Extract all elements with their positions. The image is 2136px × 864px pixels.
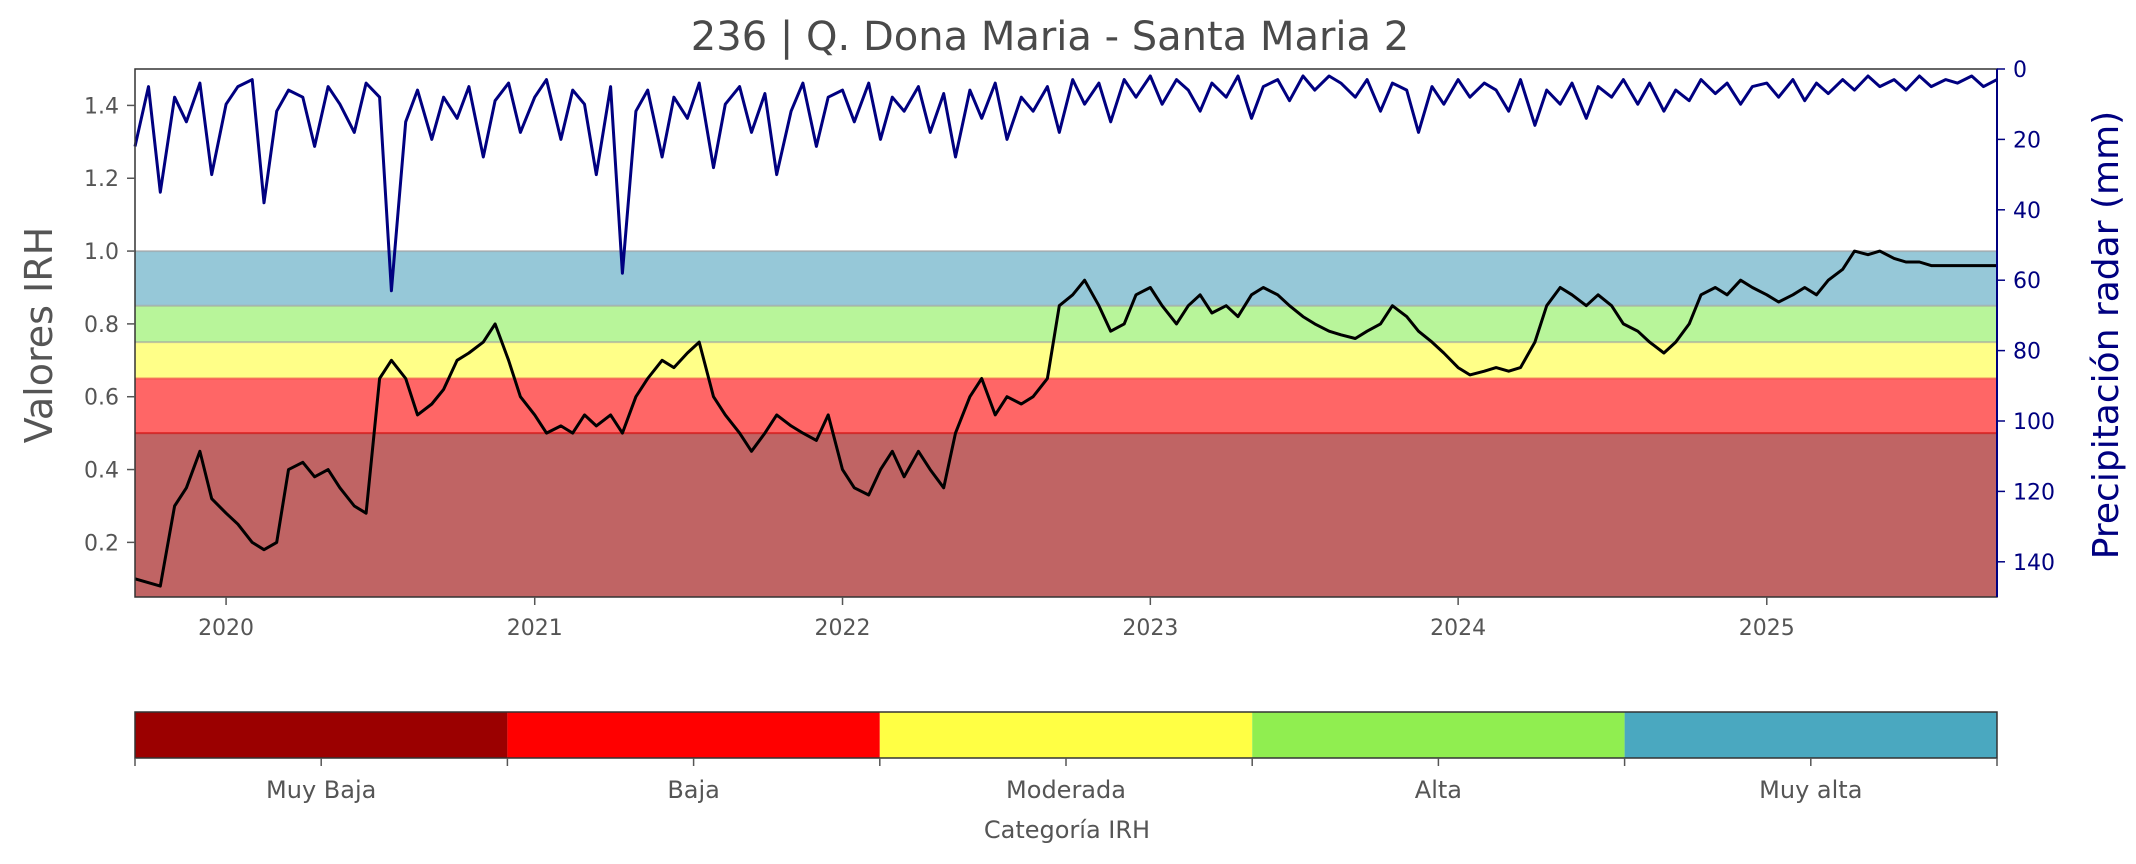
precipitation-series <box>133 74 1998 293</box>
x-axis-ticks: 2020 2021 2022 2023 2024 2025 <box>198 597 1795 641</box>
y-left-tick-label: 1.0 <box>84 240 119 265</box>
colorbar-label: Alta <box>1415 776 1462 804</box>
plot-axes <box>134 68 1998 598</box>
irh-line <box>134 249 1997 588</box>
y-right-tick-label: 0 <box>2013 58 2027 83</box>
x-tick-label: 2025 <box>1739 616 1795 641</box>
chart-title: 236 | Q. Dona Maria - Santa Maria 2 <box>691 14 1409 60</box>
irh-series <box>134 249 1997 588</box>
irh-category-colorbar: Muy Baja Baja Moderada Alta Muy alta <box>134 711 1998 804</box>
colorbar-label: Baja <box>667 776 720 804</box>
colorbar-label: Muy alta <box>1759 776 1862 804</box>
y-right-tick-label: 20 <box>2013 128 2041 153</box>
y-left-tick-label: 0.6 <box>84 386 119 411</box>
y-right-tick-label: 60 <box>2013 269 2041 294</box>
y-right-tick-label: 80 <box>2013 340 2041 365</box>
precipitation-line <box>133 74 1998 293</box>
colorbar-label: Muy Baja <box>266 776 376 804</box>
y-right-tick-label: 100 <box>2013 410 2055 435</box>
colorbar-title: Categoría IRH <box>984 816 1150 844</box>
y-left-tick-label: 0.4 <box>84 459 119 484</box>
colorbar-segment-muy-baja <box>135 712 508 758</box>
y-left-tick-label: 1.2 <box>84 167 119 192</box>
x-tick-label: 2022 <box>815 616 871 641</box>
y-left-axis-label: Valores IRH <box>17 227 61 443</box>
y-left-tick-label: 0.8 <box>84 313 119 338</box>
y-left-tick-label: 0.2 <box>84 531 119 556</box>
x-tick-label: 2023 <box>1122 616 1178 641</box>
y-right-tick-label: 40 <box>2013 199 2041 224</box>
y-right-axis-ticks: 0 20 40 60 80 100 120 140 <box>1997 58 2055 576</box>
colorbar-segment-moderada <box>879 712 1253 758</box>
y-right-tick-label: 140 <box>2013 551 2055 576</box>
y-left-tick-label: 1.4 <box>84 94 119 119</box>
x-tick-label: 2024 <box>1430 616 1486 641</box>
irh-category-bands <box>135 250 1997 597</box>
band-muy-alta <box>135 251 1997 306</box>
colorbar-segment-alta <box>1252 712 1625 758</box>
y-left-axis-ticks: 0.2 0.4 0.6 0.8 1.0 1.2 1.4 <box>84 94 135 556</box>
x-tick-label: 2020 <box>198 616 254 641</box>
colorbar-label: Moderada <box>1006 776 1126 804</box>
y-right-tick-label: 120 <box>2013 480 2055 505</box>
y-right-axis-label: Precipitación radar (mm) <box>2086 111 2127 559</box>
colorbar-segment-muy-alta <box>1624 712 1997 758</box>
band-muy-baja <box>135 433 1997 597</box>
band-moderada <box>135 342 1997 379</box>
band-alta <box>135 305 1997 343</box>
x-tick-label: 2021 <box>507 616 563 641</box>
colorbar-segment-baja <box>507 712 880 758</box>
